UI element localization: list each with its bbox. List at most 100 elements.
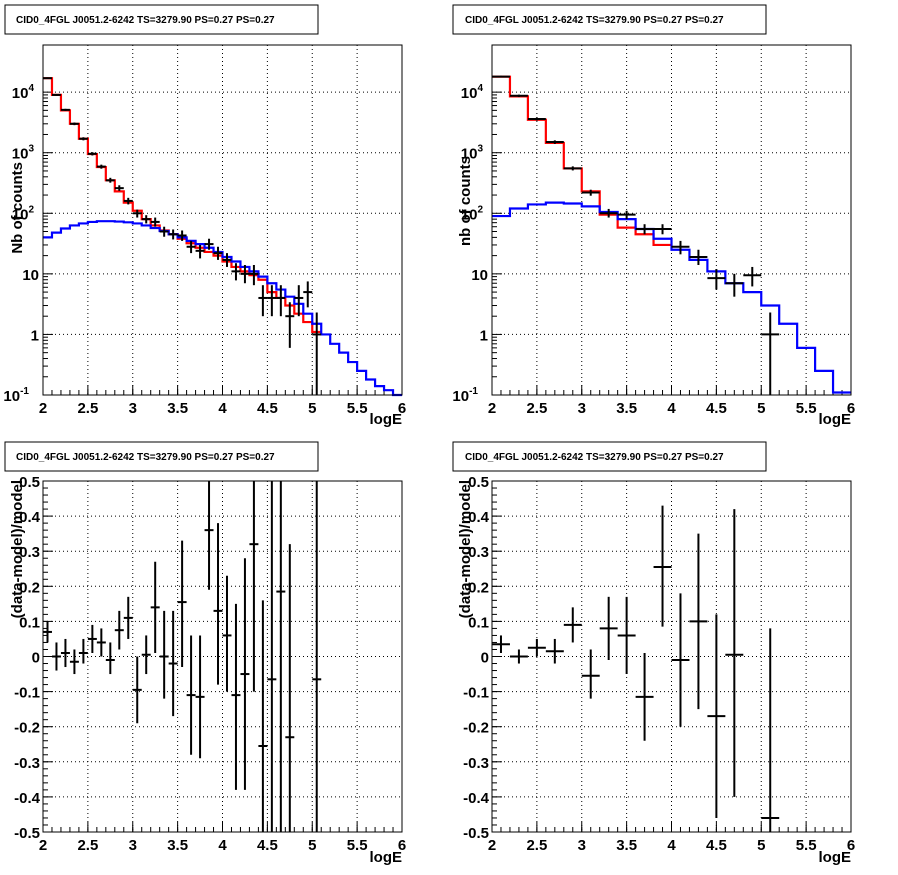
x-tick-label: 4 (218, 400, 227, 417)
y-tick-label: -0.4 (463, 790, 490, 807)
y-tick-label: 0.3 (19, 544, 40, 561)
y-tick-label: 104 (461, 83, 484, 102)
data-point (545, 140, 564, 144)
data-point (78, 638, 88, 664)
data-point (69, 122, 79, 126)
data-point (96, 164, 106, 169)
y-tick-label: -0.5 (14, 825, 40, 842)
y-tick-label: 10-1 (452, 386, 478, 405)
data-point (276, 481, 286, 832)
data-point (527, 117, 546, 121)
data-point (509, 649, 528, 664)
x-tick-label: 3 (578, 837, 586, 854)
data-point (177, 540, 187, 668)
data-point (761, 312, 780, 395)
data-point (249, 265, 259, 286)
data-point (671, 240, 690, 255)
x-tick-label: 2 (488, 837, 496, 854)
data-point (231, 603, 241, 790)
data-point (492, 75, 510, 78)
data-point (60, 638, 70, 668)
x-tick-label: 5 (757, 837, 765, 854)
data-point (231, 263, 241, 281)
data-point (123, 596, 133, 639)
data-point (312, 481, 322, 832)
data-point (285, 302, 295, 348)
data-point (492, 635, 510, 653)
data-point (132, 656, 142, 724)
data-point (267, 481, 277, 832)
x-axis-title: logE (819, 849, 852, 866)
data-point (150, 561, 160, 653)
x-tick-label: 2.5 (77, 837, 98, 854)
x-tick-label: 5.5 (796, 837, 817, 854)
title-box (4, 4, 319, 35)
y-axis-title: (data-model)/model (9, 480, 26, 618)
x-tick-label: 2.5 (526, 400, 547, 417)
y-tick-label: 0.5 (468, 474, 489, 491)
x-tick-label: 4 (667, 400, 676, 417)
x-tick-label: 4.5 (706, 837, 727, 854)
plot-frame (42, 480, 403, 833)
y-tick-label: 103 (12, 144, 35, 163)
x-tick-label: 3.5 (167, 400, 188, 417)
data-point (204, 481, 214, 590)
plot-title: CID0_4FGL J0051.2-6242 TS=3279.90 PS=0.2… (465, 452, 724, 463)
data-point (51, 642, 61, 671)
x-tick-label: 5.5 (347, 837, 368, 854)
data-point (303, 281, 313, 308)
data-point (204, 238, 214, 250)
data-point (69, 649, 79, 675)
data-point (177, 230, 187, 241)
data-point (689, 249, 708, 266)
data-point (159, 226, 169, 237)
data-point (240, 265, 250, 284)
x-tick-label: 6 (847, 837, 855, 854)
data-point (159, 610, 169, 699)
data-point (96, 628, 106, 657)
data-point (725, 509, 744, 797)
data-point (123, 197, 133, 205)
x-tick-label: 2 (39, 837, 47, 854)
data-point (707, 614, 726, 818)
data-point (141, 215, 151, 224)
data-point (743, 266, 762, 287)
plot-title: CID0_4FGL J0051.2-6242 TS=3279.90 PS=0.2… (465, 15, 724, 26)
data-point (707, 269, 726, 290)
data-point (249, 481, 259, 692)
title-box (452, 4, 767, 35)
y-tick-label: 0.4 (19, 509, 41, 526)
data-point (599, 596, 618, 661)
data-point (617, 210, 636, 220)
data-point (599, 208, 618, 218)
data-point (186, 635, 196, 755)
x-tick-label: 5 (308, 400, 316, 417)
plot-area: 2 2.5 3 3.5 4 4.5 5 5.5 6 -0.5 -0.4 -0.3 -0.2 -0.1 0 0.… (463, 474, 855, 854)
title-box (452, 441, 767, 472)
x-tick-label: 3.5 (616, 837, 637, 854)
data-point (150, 217, 160, 227)
y-tick-label: 0 (32, 650, 40, 667)
data-point (653, 505, 672, 627)
data-point (285, 544, 295, 832)
data-point (653, 224, 672, 235)
data-point (60, 108, 70, 111)
x-axis-title: logE (370, 849, 403, 866)
data-point (87, 152, 97, 156)
y-tick-label: 10-1 (3, 386, 29, 405)
y-tick-label: -0.2 (463, 720, 489, 737)
y-tick-label: -0.2 (14, 720, 40, 737)
panel-residuals-right: 2 2.5 3 3.5 4 4.5 5 5.5 6 -0.5 -0.4 -0.3 -0.2 -0.1 0 0.… (452, 441, 855, 866)
data-point (258, 600, 268, 832)
x-tick-label: 3.5 (167, 837, 188, 854)
data-point (527, 638, 546, 657)
y-tick-label: -0.1 (463, 685, 489, 702)
plot-frame (491, 480, 852, 833)
data-point (258, 285, 268, 317)
data-point (635, 224, 654, 235)
data-point (240, 558, 250, 790)
data-point (671, 593, 690, 727)
data-point (195, 244, 205, 259)
data-point (51, 93, 61, 96)
